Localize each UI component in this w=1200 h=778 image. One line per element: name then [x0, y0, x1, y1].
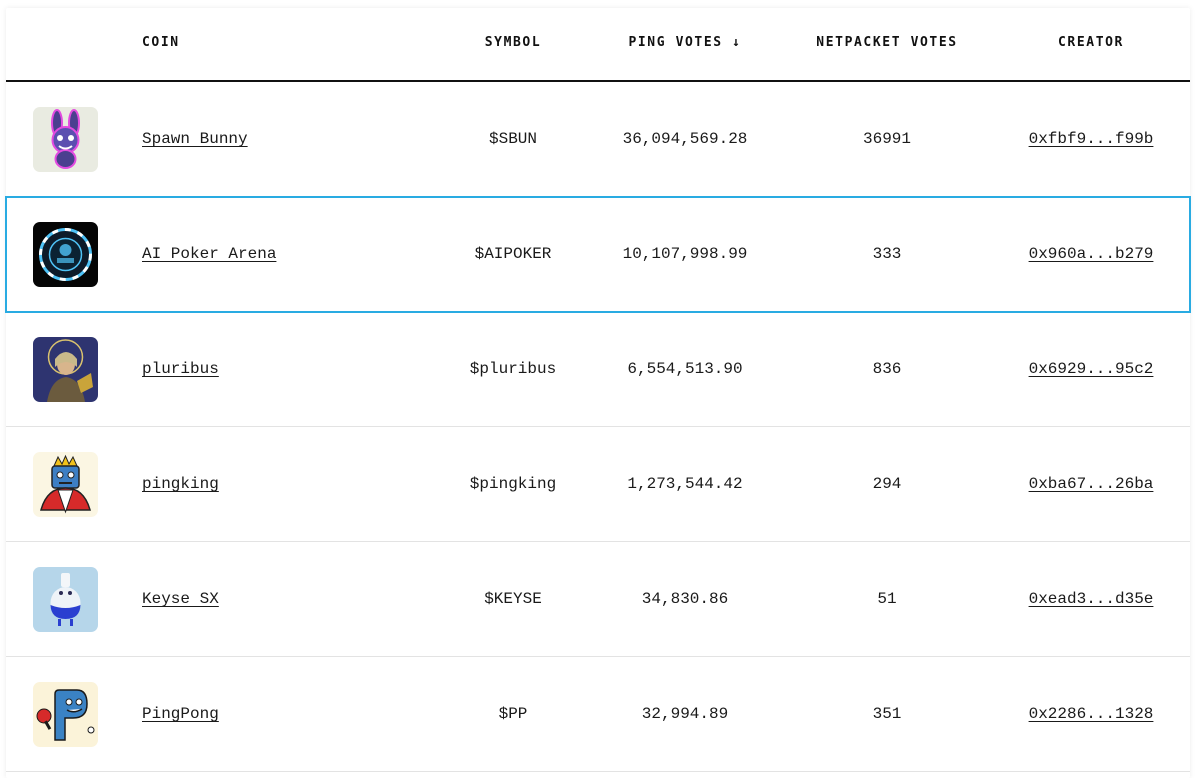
spawn-bunny-icon [33, 107, 98, 172]
creator-address-link[interactable]: 0x2286...1328 [1028, 705, 1154, 723]
coin-name-link[interactable]: Keyse SX [142, 590, 219, 608]
table-row[interactable]: pingking $pingking 1,273,544.42 294 0xba… [6, 427, 1190, 542]
pluribus-icon [33, 337, 98, 402]
creator-address-link[interactable]: 0xfbf9...f99b [1028, 130, 1154, 148]
coin-table: COIN SYMBOL PING VOTES ↓ NETPACKET VOTES… [5, 8, 1191, 778]
coin-symbol: $SBUN [488, 130, 538, 148]
table-row[interactable]: pluribus $pluribus 6,554,513.90 836 0x69… [6, 312, 1190, 427]
coin-name-link[interactable]: pluribus [142, 360, 219, 378]
table-row-selected[interactable]: AI Poker Arena $AIPOKER 10,107,998.99 33… [5, 196, 1191, 313]
ping-votes-value: 32,994.89 [641, 705, 729, 723]
coin-symbol: $AIPOKER [474, 245, 552, 263]
coin-name-link[interactable]: pingking [142, 475, 219, 493]
coin-symbol: $PP [498, 705, 528, 723]
netpacket-votes-value: 294 [872, 475, 902, 493]
header-netpacket-votes: NETPACKET VOTES [816, 35, 958, 50]
coin-name-link[interactable]: Spawn Bunny [142, 130, 248, 148]
table-body: Spawn Bunny $SBUN 36,094,569.28 36991 0x… [5, 82, 1191, 772]
netpacket-votes-value: 51 [877, 590, 897, 608]
coin-symbol: $pluribus [469, 360, 557, 378]
netpacket-votes-value: 351 [872, 705, 902, 723]
netpacket-votes-value: 36991 [862, 130, 912, 148]
ping-votes-value: 36,094,569.28 [622, 130, 748, 148]
ping-votes-value: 34,830.86 [641, 590, 729, 608]
coin-name-link[interactable]: PingPong [142, 705, 219, 723]
table-header: COIN SYMBOL PING VOTES ↓ NETPACKET VOTES… [6, 8, 1190, 82]
header-creator: CREATOR [1058, 35, 1124, 50]
table-row[interactable]: Keyse SX $KEYSE 34,830.86 51 0xead3...d3… [6, 542, 1190, 657]
ping-votes-value: 6,554,513.90 [627, 360, 743, 378]
keyse-sx-icon [33, 567, 98, 632]
coin-name-link[interactable]: AI Poker Arena [142, 245, 277, 263]
creator-address-link[interactable]: 0x960a...b279 [1028, 245, 1154, 263]
table-row[interactable]: Spawn Bunny $SBUN 36,094,569.28 36991 0x… [6, 82, 1190, 197]
header-coin: COIN [142, 35, 180, 50]
coin-symbol: $pingking [469, 475, 557, 493]
ping-votes-value: 10,107,998.99 [622, 245, 748, 263]
ai-poker-arena-icon [33, 222, 98, 287]
netpacket-votes-value: 333 [872, 245, 902, 263]
pingpong-icon [33, 682, 98, 747]
creator-address-link[interactable]: 0x6929...95c2 [1028, 360, 1154, 378]
header-symbol: SYMBOL [484, 35, 542, 50]
netpacket-votes-value: 836 [872, 360, 902, 378]
coin-symbol: $KEYSE [484, 590, 542, 608]
header-ping-votes-sort[interactable]: PING VOTES ↓ [628, 35, 742, 50]
table-row[interactable]: PingPong $PP 32,994.89 351 0x2286...1328 [6, 657, 1190, 772]
creator-address-link[interactable]: 0xead3...d35e [1028, 590, 1154, 608]
creator-address-link[interactable]: 0xba67...26ba [1028, 475, 1154, 493]
pingking-icon [33, 452, 98, 517]
ping-votes-value: 1,273,544.42 [627, 475, 743, 493]
